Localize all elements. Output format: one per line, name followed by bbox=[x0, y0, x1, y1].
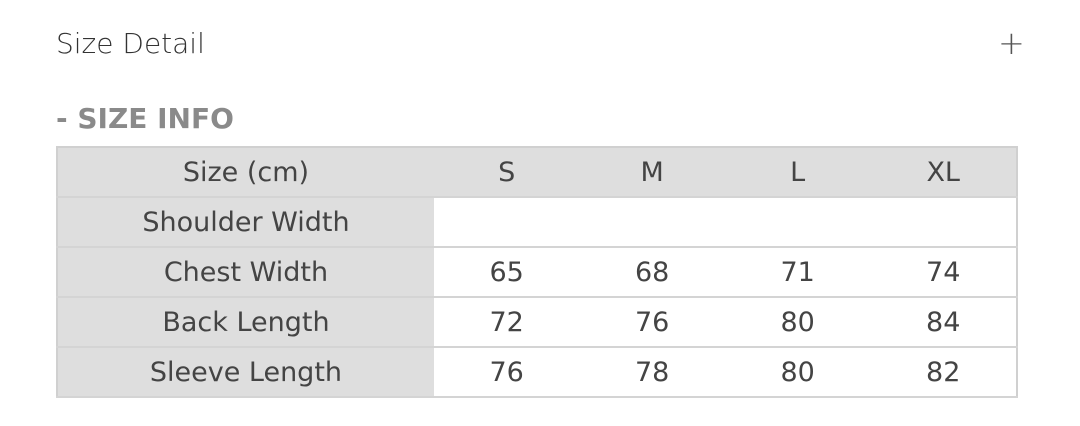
column-header: S bbox=[433, 147, 580, 198]
table-cell: 80 bbox=[724, 297, 871, 348]
table-row: Chest Width 65 68 71 74 bbox=[57, 247, 1017, 298]
column-header: M bbox=[579, 147, 725, 198]
row-label: Chest Width bbox=[57, 247, 434, 298]
table-cell: 82 bbox=[870, 347, 1017, 398]
table-cell: 84 bbox=[870, 297, 1017, 348]
column-header: Size (cm) bbox=[57, 147, 434, 198]
table-row: Sleeve Length 76 78 80 82 bbox=[57, 347, 1017, 398]
row-label: Back Length bbox=[57, 297, 434, 348]
plus-icon[interactable]: + bbox=[998, 24, 1025, 62]
size-info-heading: - SIZE INFO bbox=[56, 102, 234, 135]
table-cell bbox=[579, 197, 725, 248]
table-row: Shoulder Width bbox=[57, 197, 1017, 248]
table-cell: 68 bbox=[579, 247, 725, 298]
size-table: Size (cm) S M L XL Shoulder Width Chest W… bbox=[56, 146, 1018, 398]
column-header: L bbox=[724, 147, 871, 198]
section-title: Size Detail bbox=[56, 27, 205, 60]
table-cell: 76 bbox=[433, 347, 580, 398]
row-label: Shoulder Width bbox=[57, 197, 434, 248]
table-cell: 78 bbox=[579, 347, 725, 398]
table-cell: 65 bbox=[433, 247, 580, 298]
table-cell: 80 bbox=[724, 347, 871, 398]
column-header: XL bbox=[870, 147, 1017, 198]
table-cell: 74 bbox=[870, 247, 1017, 298]
table-cell: 76 bbox=[579, 297, 725, 348]
table-cell: 71 bbox=[724, 247, 871, 298]
table-header-row: Size (cm) S M L XL bbox=[57, 147, 1017, 198]
table-cell: 72 bbox=[433, 297, 580, 348]
table-row: Back Length 72 76 80 84 bbox=[57, 297, 1017, 348]
table-cell bbox=[433, 197, 580, 248]
row-label: Sleeve Length bbox=[57, 347, 434, 398]
table-cell bbox=[870, 197, 1017, 248]
table-cell bbox=[724, 197, 871, 248]
